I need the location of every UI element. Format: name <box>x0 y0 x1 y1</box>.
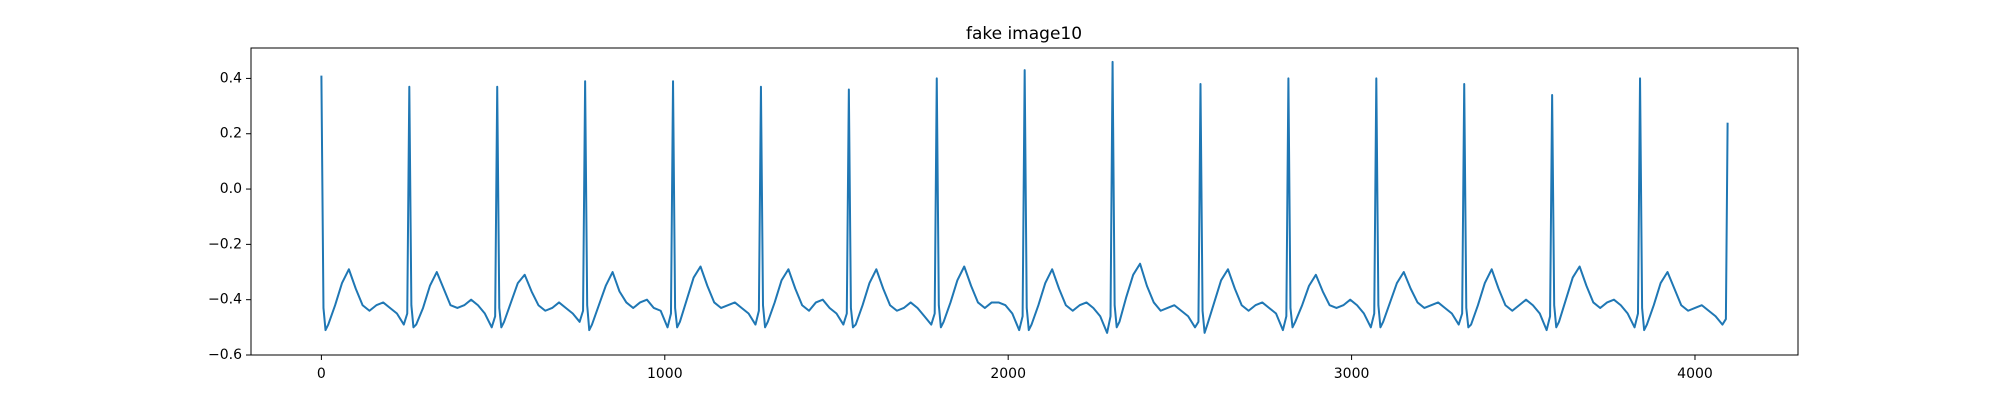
y-tick-label: −0.2 <box>208 236 242 252</box>
y-tick-label: −0.4 <box>208 292 242 308</box>
x-tick-label: 4000 <box>1677 366 1713 382</box>
line <box>320 60 1729 334</box>
chart-title: fake image10 <box>966 24 1082 44</box>
y-tick-label: −0.6 <box>208 347 242 363</box>
x-tick-label: 2000 <box>990 366 1026 382</box>
plot-frame <box>250 47 1799 356</box>
y-tick-label: 0.4 <box>220 70 242 86</box>
x-tick-label: 0 <box>317 366 326 382</box>
y-tick-label: 0.2 <box>220 126 242 142</box>
x-tick-label: 3000 <box>1334 366 1370 382</box>
x-tick-label: 1000 <box>647 366 683 382</box>
y-tick-label: 0.0 <box>220 181 242 197</box>
